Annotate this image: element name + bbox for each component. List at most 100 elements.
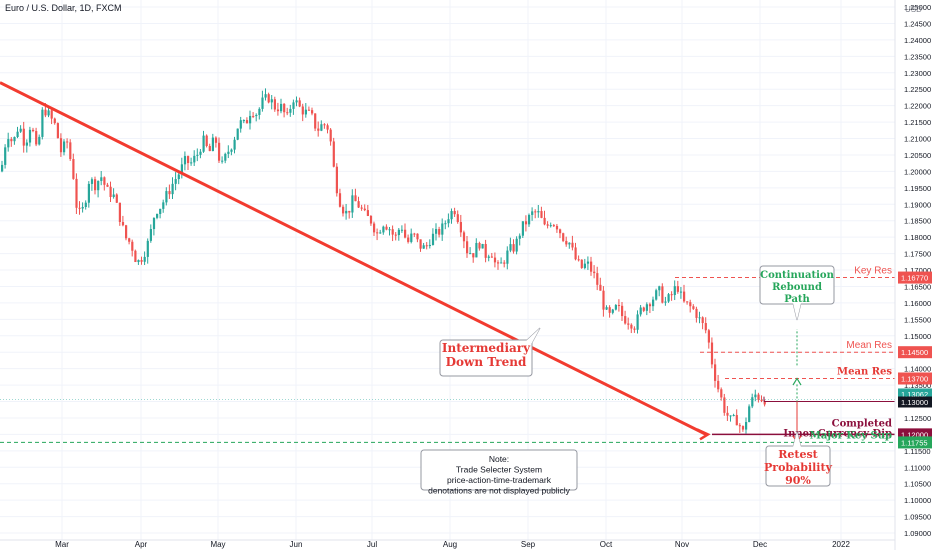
candle-down xyxy=(555,223,559,233)
candle-down xyxy=(394,232,397,241)
candle-down xyxy=(121,215,125,227)
candle-down xyxy=(490,252,493,258)
candle-up xyxy=(258,107,261,120)
y-tick-label: 1.09000 xyxy=(904,529,931,538)
y-tick-label: 1.23000 xyxy=(904,69,931,78)
candle-up xyxy=(190,157,193,166)
candle-down xyxy=(94,176,97,195)
candle-down xyxy=(534,209,537,219)
y-tick-label: 1.22000 xyxy=(904,102,931,111)
candle-down xyxy=(109,181,112,203)
candle-down xyxy=(335,163,338,197)
candle-up xyxy=(41,107,44,140)
level-label: Major Key Sup xyxy=(810,430,892,441)
candle-down xyxy=(577,255,580,262)
candle-down xyxy=(580,259,583,269)
candle-down xyxy=(404,223,407,239)
candle-up xyxy=(435,223,438,241)
candle-down xyxy=(627,317,630,330)
candle-down xyxy=(214,136,218,148)
candle-down xyxy=(332,137,335,168)
candle-up xyxy=(583,258,586,270)
candle-down xyxy=(134,249,137,263)
candle-down xyxy=(376,228,379,241)
candle-down xyxy=(307,106,311,111)
candle-down xyxy=(373,221,376,236)
candle-down xyxy=(75,173,78,215)
candle-up xyxy=(242,119,245,124)
candle-up xyxy=(180,157,183,179)
candle-down xyxy=(590,256,593,276)
chart-title: Euro / U.S. Dollar, 1D, FXCM xyxy=(5,3,122,13)
candle-down xyxy=(363,204,366,212)
candle-down xyxy=(497,260,500,270)
candle-up xyxy=(410,228,413,244)
candle-up xyxy=(679,286,683,299)
candle-up xyxy=(84,200,87,210)
price-tag xyxy=(898,436,932,449)
candle-down xyxy=(574,242,577,261)
candle-up xyxy=(292,99,295,115)
annotation-text: Note: xyxy=(489,454,509,464)
candle-down xyxy=(686,301,689,305)
candle-down xyxy=(559,228,562,239)
candle-up xyxy=(193,150,196,167)
candle-down xyxy=(311,107,314,116)
candle-up xyxy=(156,213,159,220)
candle-up xyxy=(239,116,242,133)
candle-down xyxy=(416,233,419,243)
candle-up xyxy=(444,220,447,230)
candle-up xyxy=(518,233,521,246)
candle-down xyxy=(630,323,633,334)
candle-down xyxy=(103,176,106,191)
candle-down xyxy=(218,137,221,163)
trend-arrow-head xyxy=(696,428,711,441)
candle-up xyxy=(379,229,382,234)
current-price-value: 1.13062 xyxy=(901,390,928,399)
x-tick-label: Jul xyxy=(367,540,377,549)
candle-up xyxy=(528,213,531,227)
candle-up xyxy=(165,187,168,206)
y-tick-label: 1.20000 xyxy=(904,167,931,176)
x-tick-label: Nov xyxy=(675,540,689,549)
candle-up xyxy=(531,207,534,221)
candle-up xyxy=(345,203,348,220)
y-tick-label: 1.22500 xyxy=(904,85,931,94)
candle-down xyxy=(763,399,766,407)
candle-up xyxy=(521,221,524,238)
candle-up xyxy=(211,133,214,152)
x-tick-label: May xyxy=(210,540,225,549)
candle-up xyxy=(97,180,100,198)
candle-down xyxy=(72,153,75,180)
candle-up xyxy=(673,280,676,301)
candle-up xyxy=(481,243,484,249)
candle-up xyxy=(500,257,503,264)
x-tick-label: 2022 xyxy=(832,540,850,549)
candle-up xyxy=(221,156,224,164)
level-label: Completed xyxy=(832,418,892,429)
candle-up xyxy=(38,134,41,146)
candle-down xyxy=(503,260,506,268)
candle-down xyxy=(661,283,664,304)
price-tag-value: 1.16770 xyxy=(901,274,928,283)
candle-down xyxy=(314,113,317,132)
candle-up xyxy=(4,144,7,169)
candle-down xyxy=(53,117,56,125)
candles xyxy=(1,88,766,434)
candle-up xyxy=(382,225,385,235)
candle-up xyxy=(568,242,571,249)
y-tick-label: 1.15000 xyxy=(904,332,931,341)
candle-up xyxy=(19,125,22,133)
candle-up xyxy=(162,199,165,213)
candle-down xyxy=(648,302,652,314)
candle-down xyxy=(571,235,574,251)
candle-up xyxy=(304,103,307,118)
candle-up xyxy=(87,181,90,208)
y-tick-label: 1.24000 xyxy=(904,36,931,45)
candle-down xyxy=(56,122,59,139)
y-tick-label: 1.21000 xyxy=(904,135,931,144)
candle-down xyxy=(273,96,276,112)
candle-up xyxy=(16,126,19,139)
candle-up xyxy=(261,90,264,112)
